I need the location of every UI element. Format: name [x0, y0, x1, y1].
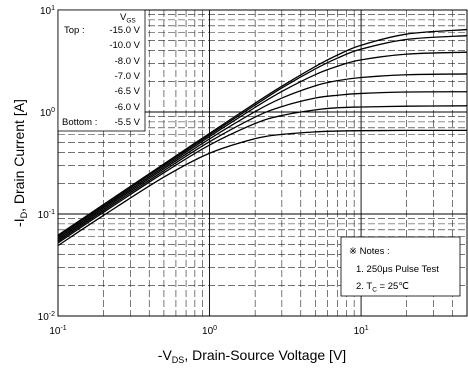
- x-tick-label: 100: [202, 325, 217, 337]
- curves: [58, 28, 467, 247]
- legend-entry-1: -15.0 V: [109, 25, 140, 36]
- y-tick-base: 10: [38, 312, 50, 323]
- legend-entry-5: -6.5 V: [115, 86, 141, 97]
- notes-item-2-sub: C: [372, 287, 377, 294]
- y-tick-base: 10: [40, 6, 52, 17]
- notes-item-1: 1. 250μs Pulse Test: [356, 264, 439, 275]
- legend-title: VGS: [120, 12, 136, 25]
- notes-item-2-rest: = 25℃: [377, 281, 409, 292]
- y-tick-base: 10: [38, 210, 50, 221]
- y-tick-base: 10: [40, 108, 52, 119]
- legend-entry-7: -5.5 V: [115, 117, 141, 128]
- x-axis-label-prefix: -V: [158, 347, 173, 363]
- y-tick-label: 101: [40, 5, 55, 17]
- legend-entry-6: -6.0 V: [115, 102, 141, 113]
- x-tick-base: 10: [49, 326, 61, 337]
- x-tick-label: 10-1: [49, 325, 66, 337]
- series-line-5: [58, 91, 467, 242]
- x-tick-base: 10: [354, 326, 366, 337]
- y-tick-label: 10-2: [38, 311, 55, 323]
- legend-top-label: Top :: [64, 25, 85, 36]
- y-axis-label-rest: , Drain Current [A]: [11, 99, 27, 212]
- series-line-7: [58, 129, 467, 247]
- notes-item-2-prefix: 2. T: [356, 281, 372, 292]
- x-tick-exponent: -1: [60, 325, 66, 332]
- notes-title: ※ Notes :: [349, 246, 390, 257]
- legend-entry-4: -7.0 V: [115, 71, 141, 82]
- y-tick-label: 100: [40, 107, 55, 119]
- x-tick-base: 10: [202, 326, 214, 337]
- x-axis-label: -VDS, Drain-Source Voltage [V]: [158, 347, 346, 365]
- legend-title-main: V: [120, 12, 127, 23]
- x-tick-exponent: 1: [365, 325, 369, 332]
- series-line-2: [58, 35, 467, 238]
- legend-entry-2: -10.0 V: [109, 40, 140, 51]
- y-tick-exponent: 1: [51, 5, 55, 12]
- y-tick-label: 10-1: [38, 209, 55, 221]
- y-tick-exponent: -2: [49, 311, 55, 318]
- y-axis-label-sub: D: [19, 211, 29, 218]
- legend-bottom-label: Bottom :: [62, 117, 97, 128]
- y-tick-exponent: 0: [51, 107, 55, 114]
- x-axis-label-rest: , Drain-Source Voltage [V]: [184, 347, 346, 363]
- x-tick-label: 101: [354, 325, 369, 337]
- y-axis-label-prefix: -I: [11, 218, 27, 227]
- legend: VGS Top : -15.0 V -10.0 V -8.0 V -7.0 V …: [57, 9, 146, 132]
- y-axis-label: -ID, Drain Current [A]: [11, 99, 29, 227]
- legend-entry-3: -8.0 V: [115, 56, 141, 67]
- notes-box: [340, 236, 461, 297]
- notes: ※ Notes : 1. 250μs Pulse Test 2. TC = 25…: [340, 236, 461, 297]
- series-line-3: [58, 51, 467, 239]
- notes-item-2: 2. TC = 25℃: [356, 281, 409, 294]
- y-tick-exponent: -1: [49, 209, 55, 216]
- legend-box: [57, 9, 146, 132]
- x-tick-labels: 10-1 100 101: [49, 325, 368, 337]
- series-line-4: [58, 73, 467, 241]
- legend-title-sub: GS: [126, 18, 136, 25]
- plot-frame: [57, 9, 468, 317]
- series-line-1: [58, 28, 467, 236]
- series-line-6: [58, 105, 467, 244]
- x-axis-label-sub: DS: [172, 355, 185, 365]
- x-tick-exponent: 0: [213, 325, 217, 332]
